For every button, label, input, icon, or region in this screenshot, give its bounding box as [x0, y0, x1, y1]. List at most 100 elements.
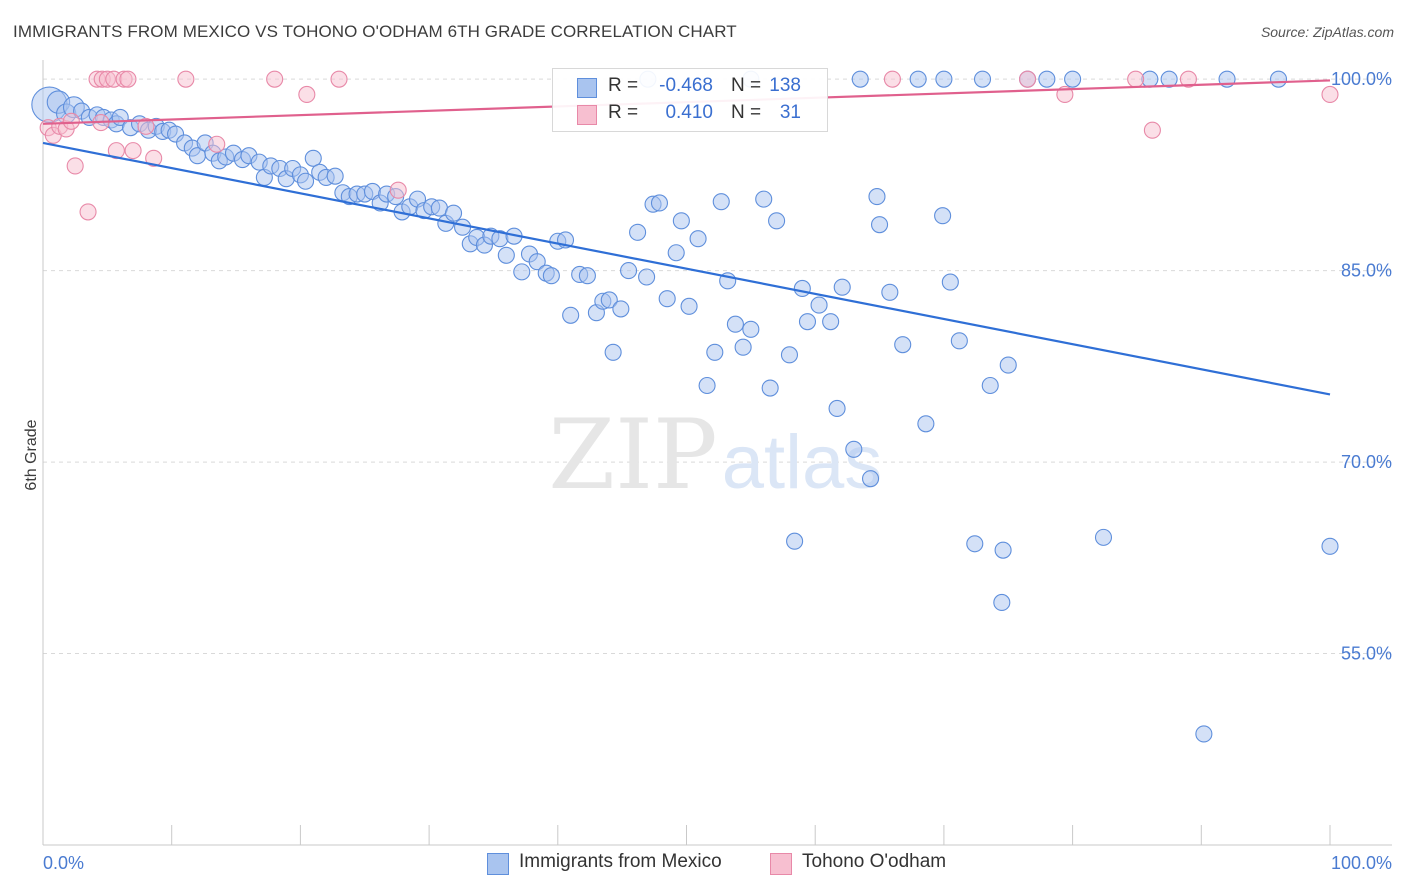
data-point-tohono — [79, 203, 97, 221]
tick-labels: 55.0% 70.0% 85.0% 100.0% 0.0% 100.0% — [43, 69, 1392, 873]
y-tick-label: 55.0% — [1341, 644, 1392, 664]
data-point-tohono — [124, 142, 142, 160]
data-point-mexico — [672, 212, 690, 230]
data-point-mexico — [973, 70, 992, 88]
data-point-tohono — [298, 85, 316, 104]
data-point-tohono — [883, 70, 901, 88]
data-point-tohono — [266, 70, 284, 88]
data-point-tohono — [1019, 70, 1037, 88]
data-point-tohono — [177, 70, 195, 88]
data-point-mexico — [1038, 70, 1056, 88]
data-point-mexico — [304, 149, 322, 167]
data-point-mexico — [620, 262, 638, 280]
legend-label-mexico: Immigrants from Mexico — [519, 851, 722, 872]
legend-label-tohono: Tohono O'odham — [802, 851, 947, 872]
watermark-atlas: atlas — [722, 420, 883, 505]
data-point-mexico — [780, 346, 799, 364]
data-point-mexico — [793, 279, 811, 298]
data-point-mexico — [629, 223, 647, 241]
data-point-mexico — [698, 376, 716, 395]
data-point-mexico — [861, 470, 880, 488]
data-point-mexico — [680, 297, 698, 315]
data-point-mexico — [1064, 70, 1082, 88]
data-point-tohono — [137, 117, 155, 135]
data-point-mexico — [981, 376, 999, 395]
data-point-mexico — [497, 246, 515, 264]
data-point-tohono — [1179, 70, 1197, 88]
n-label: N = — [731, 102, 762, 123]
data-point-mexico — [513, 263, 531, 281]
legend-swatch-tohono — [770, 853, 792, 875]
n-value: 31 — [779, 102, 801, 123]
data-point-mexico — [1141, 70, 1159, 88]
data-point-mexico — [734, 338, 752, 356]
data-point-mexico — [1094, 528, 1113, 546]
data-point-mexico — [768, 212, 786, 230]
data-point-mexico — [941, 273, 959, 291]
r-label: R = — [608, 102, 639, 123]
series-immigrants-from-mexico — [31, 70, 1339, 743]
watermark: ZIP atlas — [548, 399, 882, 511]
data-point-mexico — [528, 253, 546, 271]
data-point-mexico — [612, 300, 630, 318]
data-point-mexico — [966, 535, 984, 553]
data-point-mexico — [667, 244, 685, 262]
data-point-mexico — [562, 306, 580, 324]
data-point-mexico — [296, 172, 315, 190]
data-point-mexico — [1269, 70, 1288, 88]
data-point-mexico — [578, 267, 596, 285]
data-point-mexico — [445, 204, 463, 222]
data-point-mexico — [542, 267, 560, 285]
data-point-mexico — [993, 593, 1011, 612]
data-point-mexico — [909, 70, 927, 88]
stats-row-mexico: R = -0.468 N = 138 — [553, 75, 827, 103]
data-point-mexico — [326, 167, 344, 185]
data-point-tohono — [107, 142, 125, 160]
data-point-mexico — [870, 216, 889, 234]
data-point-tohono — [145, 149, 163, 167]
r-value: -0.468 — [659, 75, 713, 96]
data-point-tohono — [66, 157, 84, 175]
stats-legend: R = -0.468 N = 138 R = 0.410 N = 31 — [552, 68, 828, 132]
y-axis-label: 6th Grade — [23, 419, 40, 490]
data-point-tohono — [1143, 121, 1161, 139]
data-point-tohono — [1321, 85, 1339, 104]
y-tick-label: 100.0% — [1331, 69, 1392, 89]
data-point-mexico — [600, 291, 618, 309]
data-point-mexico — [604, 343, 622, 361]
chart-title: IMMIGRANTS FROM MEXICO VS TOHONO O'ODHAM… — [13, 22, 737, 41]
data-point-mexico — [706, 343, 724, 361]
data-point-mexico — [689, 230, 707, 248]
data-point-mexico — [810, 296, 828, 314]
data-point-mexico — [934, 207, 952, 225]
data-point-mexico — [1160, 70, 1178, 88]
data-point-mexico — [658, 290, 676, 308]
data-point-mexico — [755, 190, 773, 208]
y-tick-label: 85.0% — [1341, 261, 1392, 281]
x-tick-label: 0.0% — [43, 853, 84, 873]
data-point-mexico — [833, 278, 851, 296]
n-label: N = — [731, 75, 762, 96]
data-point-tohono — [330, 70, 348, 88]
data-point-mexico — [999, 356, 1017, 374]
legend-swatch-mexico — [487, 853, 509, 875]
data-point-tohono — [62, 112, 80, 130]
data-point-mexico — [1321, 537, 1339, 555]
r-value: 0.410 — [665, 102, 713, 123]
data-point-mexico — [430, 199, 448, 217]
r-label: R = — [608, 75, 639, 96]
data-point-mexico — [950, 332, 968, 350]
data-point-mexico — [726, 315, 744, 333]
data-point-mexico — [868, 188, 886, 206]
data-point-mexico — [786, 532, 804, 550]
data-point-tohono — [208, 135, 226, 153]
data-point-mexico — [994, 541, 1012, 559]
legend-swatch-mexico — [577, 78, 597, 98]
data-point-mexico — [1195, 725, 1213, 743]
data-point-mexico — [650, 194, 669, 212]
axes — [42, 60, 1392, 846]
y-tick-label: 70.0% — [1341, 452, 1392, 472]
data-point-mexico — [917, 415, 935, 433]
data-point-tohono — [1127, 70, 1145, 88]
